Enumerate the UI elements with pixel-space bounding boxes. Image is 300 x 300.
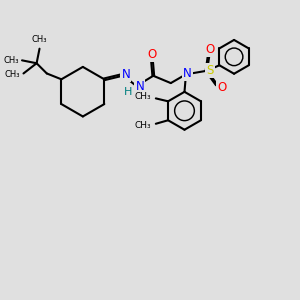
- Text: CH₃: CH₃: [135, 92, 152, 101]
- Text: O: O: [205, 43, 214, 56]
- Text: CH₃: CH₃: [135, 121, 152, 130]
- Text: S: S: [206, 64, 214, 77]
- Text: O: O: [147, 48, 157, 61]
- Text: O: O: [217, 81, 226, 94]
- Text: N: N: [136, 80, 144, 93]
- Text: N: N: [122, 68, 130, 81]
- Text: CH₃: CH₃: [32, 35, 47, 44]
- Text: H: H: [124, 87, 132, 98]
- Text: N: N: [183, 67, 192, 80]
- Text: CH₃: CH₃: [3, 56, 19, 65]
- Text: CH₃: CH₃: [4, 70, 20, 80]
